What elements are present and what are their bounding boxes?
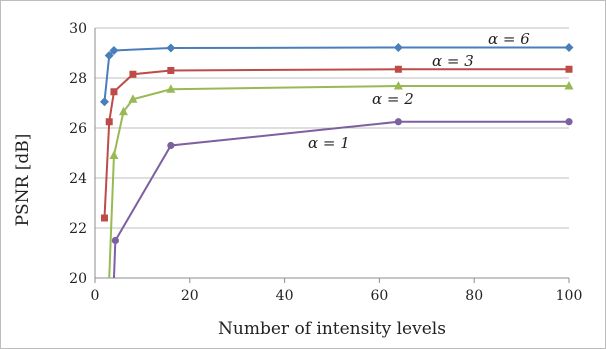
x-tick-label: 0 bbox=[91, 288, 100, 304]
y-tick-label: 24 bbox=[69, 171, 87, 187]
y-axis-title: PSNR [dB] bbox=[13, 134, 33, 227]
data-point bbox=[99, 97, 109, 107]
x-tick-label: 60 bbox=[370, 288, 388, 304]
x-axis-title: Number of intensity levels bbox=[218, 319, 446, 339]
y-tick-label: 22 bbox=[69, 221, 87, 237]
series-line-1 bbox=[103, 46, 569, 102]
data-point bbox=[564, 81, 574, 90]
axes bbox=[94, 28, 570, 283]
data-point bbox=[565, 118, 573, 126]
series-label-3: α = 2 bbox=[372, 90, 414, 108]
series-lines bbox=[99, 43, 574, 279]
data-point bbox=[565, 65, 573, 73]
x-tick-label: 80 bbox=[465, 288, 483, 304]
y-tick-label: 20 bbox=[69, 271, 87, 287]
data-point bbox=[166, 43, 176, 53]
y-tick-label: 30 bbox=[69, 21, 87, 37]
data-point bbox=[109, 150, 119, 159]
data-point bbox=[167, 67, 175, 74]
series-label-1: α = 6 bbox=[488, 30, 530, 48]
data-point bbox=[166, 84, 176, 93]
data-point bbox=[104, 51, 114, 60]
data-point bbox=[394, 118, 402, 126]
series-label-2: α = 3 bbox=[432, 52, 474, 70]
y-tick-label: 26 bbox=[69, 121, 87, 137]
series-line-3 bbox=[108, 85, 569, 279]
data-point bbox=[167, 141, 175, 150]
y-tick-label: 28 bbox=[69, 71, 87, 87]
data-point bbox=[100, 214, 108, 222]
data-point bbox=[564, 43, 574, 52]
series-labels: α = 6 α = 3 α = 2 α = 1 bbox=[308, 30, 530, 152]
data-point bbox=[118, 106, 128, 116]
data-point bbox=[110, 88, 118, 96]
x-tick-label: 20 bbox=[181, 288, 199, 304]
data-point bbox=[128, 94, 138, 103]
data-point bbox=[393, 43, 403, 52]
x-tick-label: 100 bbox=[556, 288, 583, 304]
data-point bbox=[393, 81, 403, 90]
data-point bbox=[105, 118, 113, 126]
data-point bbox=[109, 46, 119, 55]
data-point bbox=[111, 236, 119, 245]
data-point bbox=[129, 70, 137, 78]
x-tick-label: 40 bbox=[276, 288, 294, 304]
data-point bbox=[394, 65, 402, 73]
series-label-4: α = 1 bbox=[308, 134, 350, 152]
